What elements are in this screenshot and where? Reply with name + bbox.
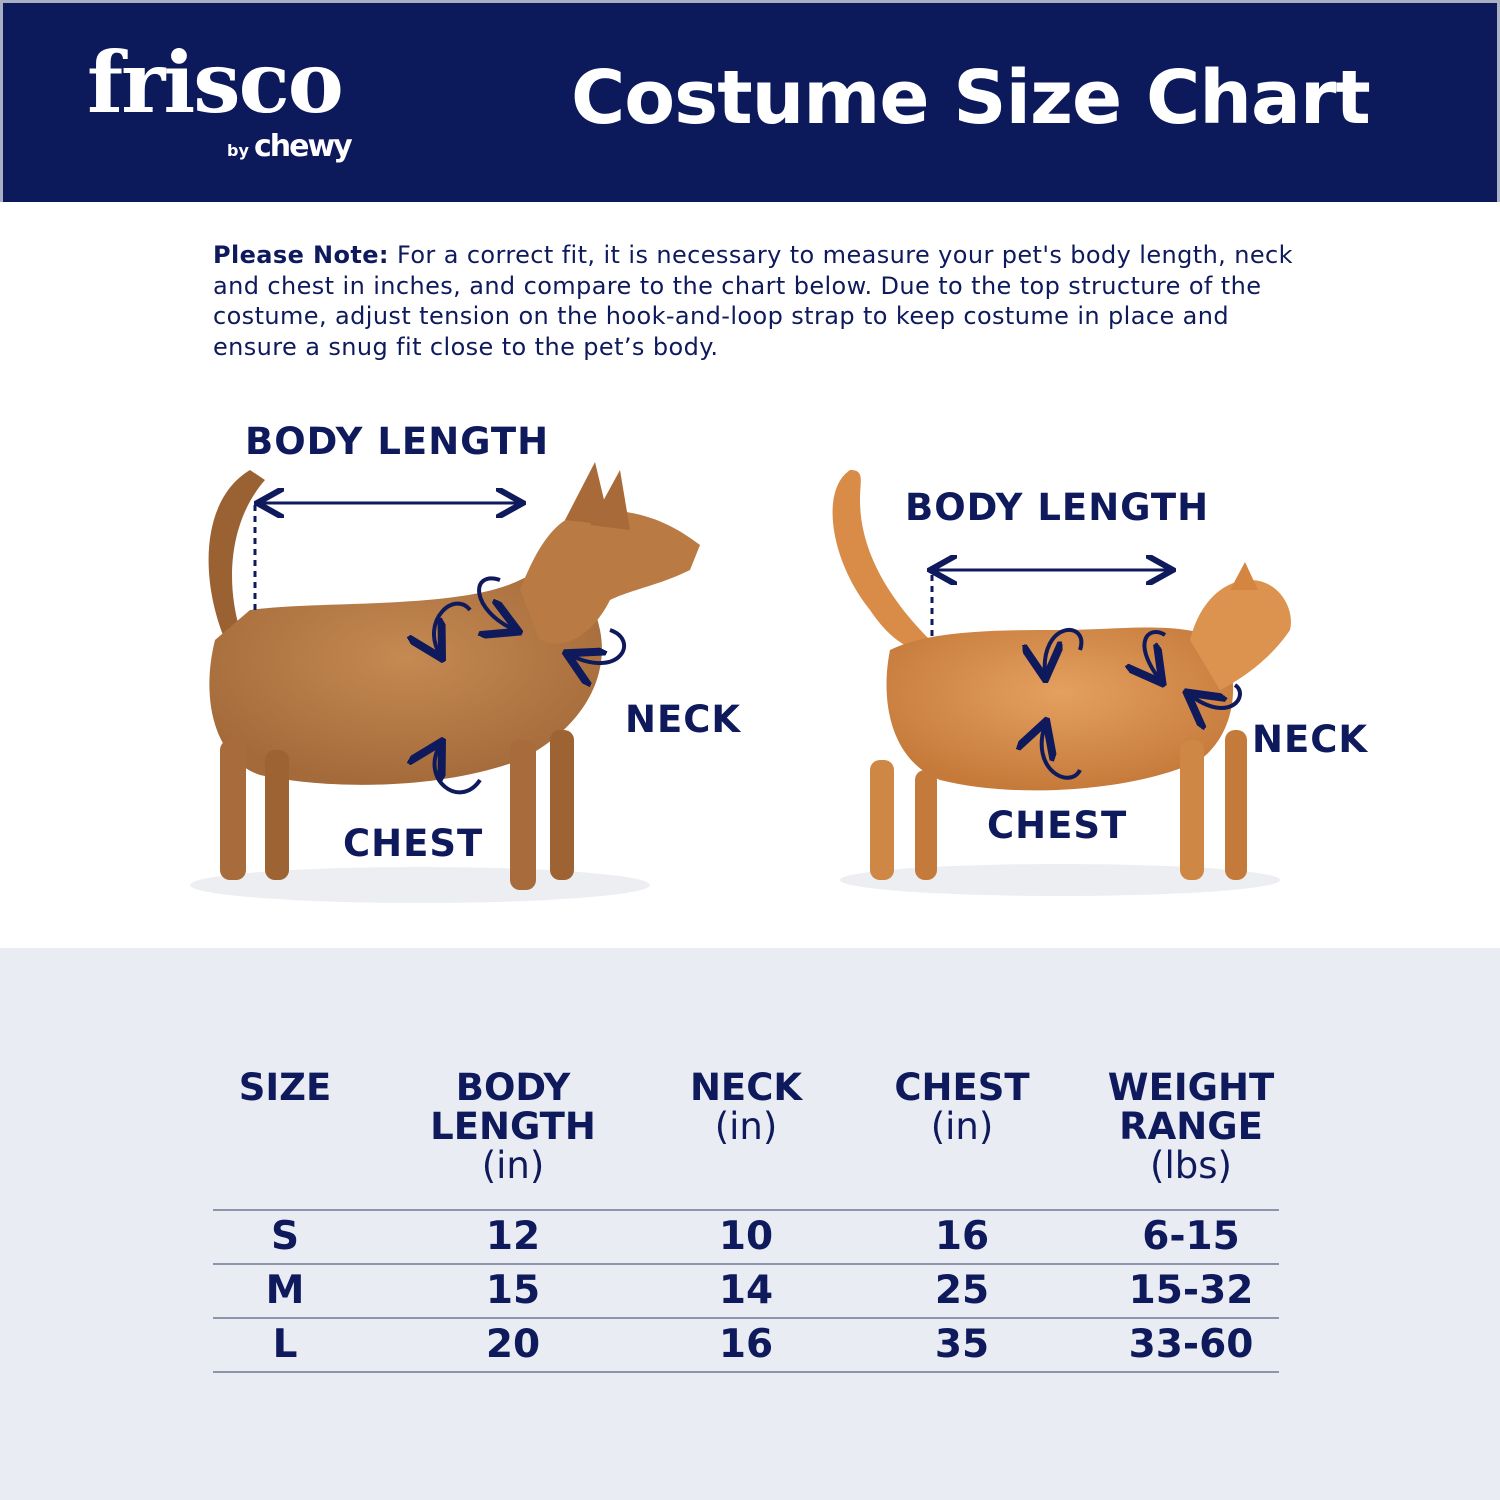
header-size: SIZE <box>238 1066 332 1109</box>
logo-by: by <box>227 141 249 160</box>
cat-chest-label: CHEST <box>987 804 1128 847</box>
cat-neck-label: NECK <box>1252 718 1369 761</box>
cat-chest-arrow-icon <box>1045 627 1084 675</box>
cat-chest-lower-arrow-icon <box>1042 725 1082 780</box>
cat-shadow <box>840 864 1280 896</box>
cell-neck: 14 <box>718 1268 774 1313</box>
dog-body-length-label: BODY LENGTH <box>245 420 550 463</box>
header-banner: frisco by chewy Costume Size Chart <box>0 0 1500 202</box>
cell-size: L <box>272 1322 298 1367</box>
cell-body-length: 20 <box>485 1322 541 1367</box>
cat-body-length-label: BODY LENGTH <box>905 486 1210 529</box>
cell-chest: 35 <box>934 1322 990 1367</box>
frisco-logo: frisco by chewy <box>87 33 353 165</box>
size-table-section <box>0 948 1500 1500</box>
dog-neck-label: NECK <box>625 698 742 741</box>
cell-body-length: 12 <box>485 1214 541 1259</box>
cell-chest: 25 <box>934 1268 990 1313</box>
page-title: Costume Size Chart <box>571 55 1371 141</box>
pets-illustration <box>190 462 1291 903</box>
header-weight-range: WEIGHT RANGE (lbs) <box>1107 1066 1275 1187</box>
cell-weight: 6-15 <box>1142 1214 1240 1259</box>
dog-chest-arrow-icon <box>434 601 472 655</box>
cell-size: S <box>270 1214 300 1259</box>
cell-neck: 16 <box>718 1322 774 1367</box>
cell-chest: 16 <box>934 1214 990 1259</box>
header-body-length: BODY LENGTH (in) <box>430 1066 596 1187</box>
dog-neck-arrow-2-icon <box>570 628 627 663</box>
logo-byline: by chewy <box>227 129 353 164</box>
cell-neck: 10 <box>718 1214 774 1259</box>
measurement-illustration: BODY LENGTH NECK CHEST BODY LENGTH NECK … <box>0 380 1500 948</box>
dog-chest-lower-arrow-icon <box>435 745 482 795</box>
note-label: Please Note: <box>213 241 389 269</box>
cat-neck-arrow-icon <box>1144 630 1165 680</box>
dog-chest-label: CHEST <box>343 822 484 865</box>
table-divider <box>213 1371 1279 1373</box>
cell-body-length: 15 <box>485 1268 541 1313</box>
header-neck: NECK (in) <box>689 1066 803 1148</box>
logo-brand: chewy <box>253 129 353 164</box>
table-divider <box>213 1209 1279 1211</box>
table-divider <box>213 1263 1279 1265</box>
logo-wordmark: frisco <box>87 33 344 132</box>
cell-weight: 15-32 <box>1128 1268 1254 1313</box>
dog-neck-arrow-icon <box>477 576 515 630</box>
header-chest: CHEST (in) <box>894 1066 1030 1148</box>
cell-size: M <box>265 1268 305 1313</box>
table-divider <box>213 1317 1279 1319</box>
fit-note: Please Note: For a correct fit, it is ne… <box>213 240 1293 362</box>
note-text: For a correct fit, it is necessary to me… <box>213 241 1293 361</box>
cat-neck-arrow-2-icon <box>1190 683 1242 708</box>
cell-weight: 33-60 <box>1128 1322 1254 1367</box>
dog-shadow <box>190 867 650 903</box>
